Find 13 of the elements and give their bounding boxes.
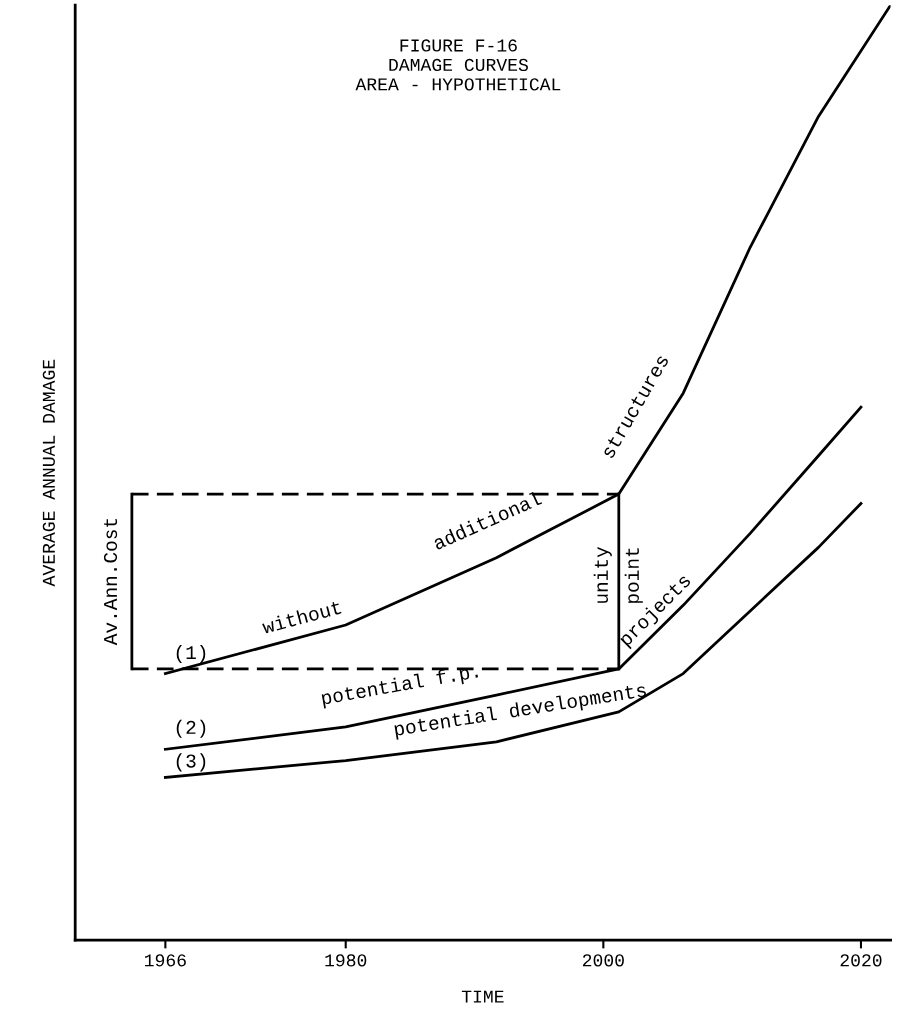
text: FIGURE F-16 DAMAGE CURVES AREA - HYPOTHETICAL bbox=[355, 39, 561, 91]
x-axis-title: TIME bbox=[461, 990, 504, 1003]
x-tick-label: 1966 bbox=[145, 954, 186, 967]
annotation: unity bbox=[593, 546, 612, 603]
x-tick-label: 2020 bbox=[840, 954, 882, 967]
annotation: (2) bbox=[176, 719, 206, 738]
x-tick-label: 1980 bbox=[325, 954, 367, 967]
annotation: (3) bbox=[176, 753, 206, 772]
annotation: (1) bbox=[176, 644, 206, 664]
y-axis-title: AVERAGE ANNUAL DAMAGE bbox=[42, 359, 55, 587]
x-tick-label: 2000 bbox=[582, 954, 624, 967]
annotation: Av.Ann.Cost bbox=[103, 518, 118, 646]
annotation: without bbox=[261, 599, 342, 634]
